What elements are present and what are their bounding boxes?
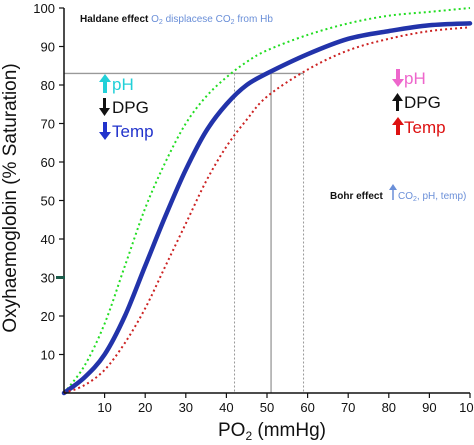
x-axis-title-main: PO (218, 420, 245, 441)
x-tick-label: 40 (219, 400, 233, 415)
left-temp-down-arrow-icon (99, 122, 111, 140)
y-axis-title: Oxyhaemoglobin (% Saturation) (0, 63, 21, 332)
series-line-right-shift (63, 26, 471, 394)
y-tick-label: 100 (33, 1, 55, 16)
bohr-bold: Bohr effect (330, 191, 383, 202)
bohr-up-arrow-icon (389, 184, 397, 200)
x-tick-label: 30 (179, 400, 193, 415)
right-temp-label: Temp (404, 118, 446, 137)
right-temp-up-arrow-icon (392, 117, 404, 135)
x-tick-label: 20 (138, 400, 152, 415)
series-line-left-shift (63, 7, 471, 394)
y-tick-label: 20 (41, 309, 55, 324)
y-tick-label: 90 (41, 40, 55, 55)
y-tick-label: 10 (41, 348, 55, 363)
haldane-annotation: Haldane effect O2 displacese CO2 from Hb (80, 14, 273, 26)
y-tick-label: 70 (41, 117, 55, 132)
left-ph-up-arrow-icon (99, 74, 111, 93)
right-ph-label: pH (404, 69, 426, 88)
haldane-rest: displacese CO (163, 14, 231, 25)
bohr-annotation: Bohr effect (330, 191, 383, 202)
x-tick-label: 10 (97, 400, 111, 415)
x-axis-title-sub: 2 (245, 429, 252, 443)
y-tick-label: 80 (41, 78, 55, 93)
left-dpg-down-arrow-icon (99, 98, 110, 116)
haldane-tail: from Hb (235, 14, 274, 25)
haldane-text: O (148, 14, 159, 25)
y-tick-label: 50 (41, 194, 55, 209)
right-dpg-label: DPG (404, 93, 441, 112)
left-temp-label: Temp (112, 122, 154, 141)
series-line-normal (61, 21, 473, 396)
x-tick-label: 50 (260, 400, 274, 415)
x-tick-label: 100 (459, 400, 474, 415)
bohr-rest: , pH, temp) (417, 191, 466, 202)
series-lines (61, 7, 473, 396)
y-tick-label: 40 (41, 232, 55, 247)
x-tick-label: 90 (422, 400, 436, 415)
bohr-sub: 2 (413, 196, 417, 203)
haldane-bold: Haldane effect (80, 14, 149, 25)
x-axis-title: PO2 (mmHg) (218, 420, 326, 443)
bohr-detail: CO2, pH, temp) (398, 191, 466, 203)
x-tick-label: 80 (382, 400, 396, 415)
ticks: 10 20 30 40 50 60 70 80 90 100 10 20 30 40 50 60 70 80 90 1… (33, 1, 474, 415)
x-tick-label: 60 (300, 400, 314, 415)
haldane-sub2: 2 (231, 19, 235, 26)
reference-lines (64, 72, 305, 393)
y-tick-label: 30 (41, 271, 55, 286)
left-dpg-label: DPG (112, 98, 149, 117)
bohr-text: CO (398, 191, 413, 202)
haldane-sub: 2 (159, 19, 163, 26)
right-dpg-up-arrow-icon (392, 93, 403, 111)
y-tick-label: 60 (41, 155, 55, 170)
right-ph-down-arrow-icon (392, 69, 404, 87)
x-axis-title-unit: (mmHg) (252, 420, 326, 441)
x-tick-label: 70 (341, 400, 355, 415)
left-ph-label: pH (112, 75, 134, 94)
